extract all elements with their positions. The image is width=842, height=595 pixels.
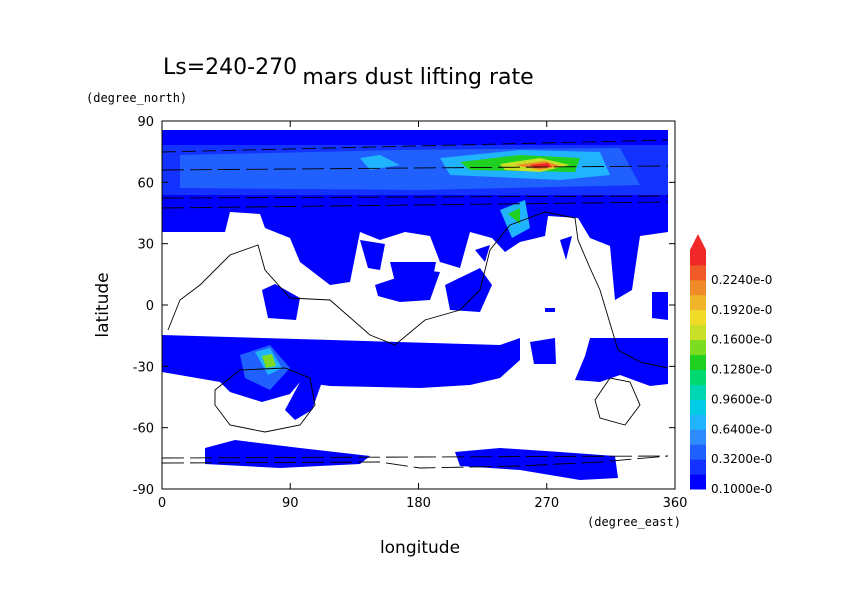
colorbar-band: [690, 354, 706, 370]
colorbar-arrow: [690, 234, 706, 250]
colorbar-band: [690, 250, 706, 266]
colorbar-label: 0.6400e-0: [711, 422, 772, 436]
colorbar-band: [690, 444, 706, 460]
x-axis-label: longitude: [380, 538, 460, 558]
colorbar-band: [690, 264, 706, 281]
y-tick-label: 30: [137, 238, 154, 253]
colorbar-label: 0.1000e-0: [711, 482, 772, 496]
y-tick-label: 60: [137, 176, 154, 191]
y-tick-label: -60: [133, 422, 154, 437]
x-tick-label: 270: [534, 496, 559, 511]
colorbar-band: [690, 399, 706, 415]
x-units: (degree_east): [587, 515, 681, 529]
colorbar-band: [690, 294, 706, 311]
contour-field: [162, 130, 668, 480]
colorbar-label: 0.1600e-0: [711, 333, 772, 347]
map-outlines: [162, 139, 669, 469]
colorbar-band: [690, 459, 706, 475]
chart-title: mars dust lifting rate: [302, 65, 533, 90]
colorbar-label: 0.2240e-0: [711, 273, 772, 287]
y-tick-label: -90: [133, 483, 154, 498]
colorbar-label: 0.1280e-0: [711, 363, 772, 377]
y-units: (degree_north): [86, 91, 187, 105]
colorbar-band: [690, 414, 706, 430]
colorbar-band: [690, 369, 706, 385]
colorbar-label: 0.3200e-0: [711, 452, 772, 466]
colorbar-label: 0.9600e-0: [711, 392, 772, 406]
colorbar-band: [690, 384, 706, 400]
annotation: Ls=240-270: [163, 55, 297, 80]
x-tick-label: 90: [282, 496, 299, 511]
x-tick-label: 0: [158, 496, 166, 511]
colorbar-label: 0.1920e-0: [711, 303, 772, 317]
x-tick-label: 180: [406, 496, 431, 511]
y-axis-label: latitude: [93, 272, 113, 337]
colorbar-band: [690, 429, 706, 445]
y-tick-label: 90: [137, 115, 154, 130]
y-tick-label: 0: [146, 299, 154, 314]
y-tick-label: -30: [133, 360, 154, 375]
colorbar-band: [690, 279, 706, 296]
colorbar-band: [690, 339, 706, 356]
colorbar-band: [690, 309, 706, 326]
x-tick-label: 360: [663, 496, 688, 511]
colorbar-band: [690, 324, 706, 341]
colorbar-band: [690, 474, 706, 490]
